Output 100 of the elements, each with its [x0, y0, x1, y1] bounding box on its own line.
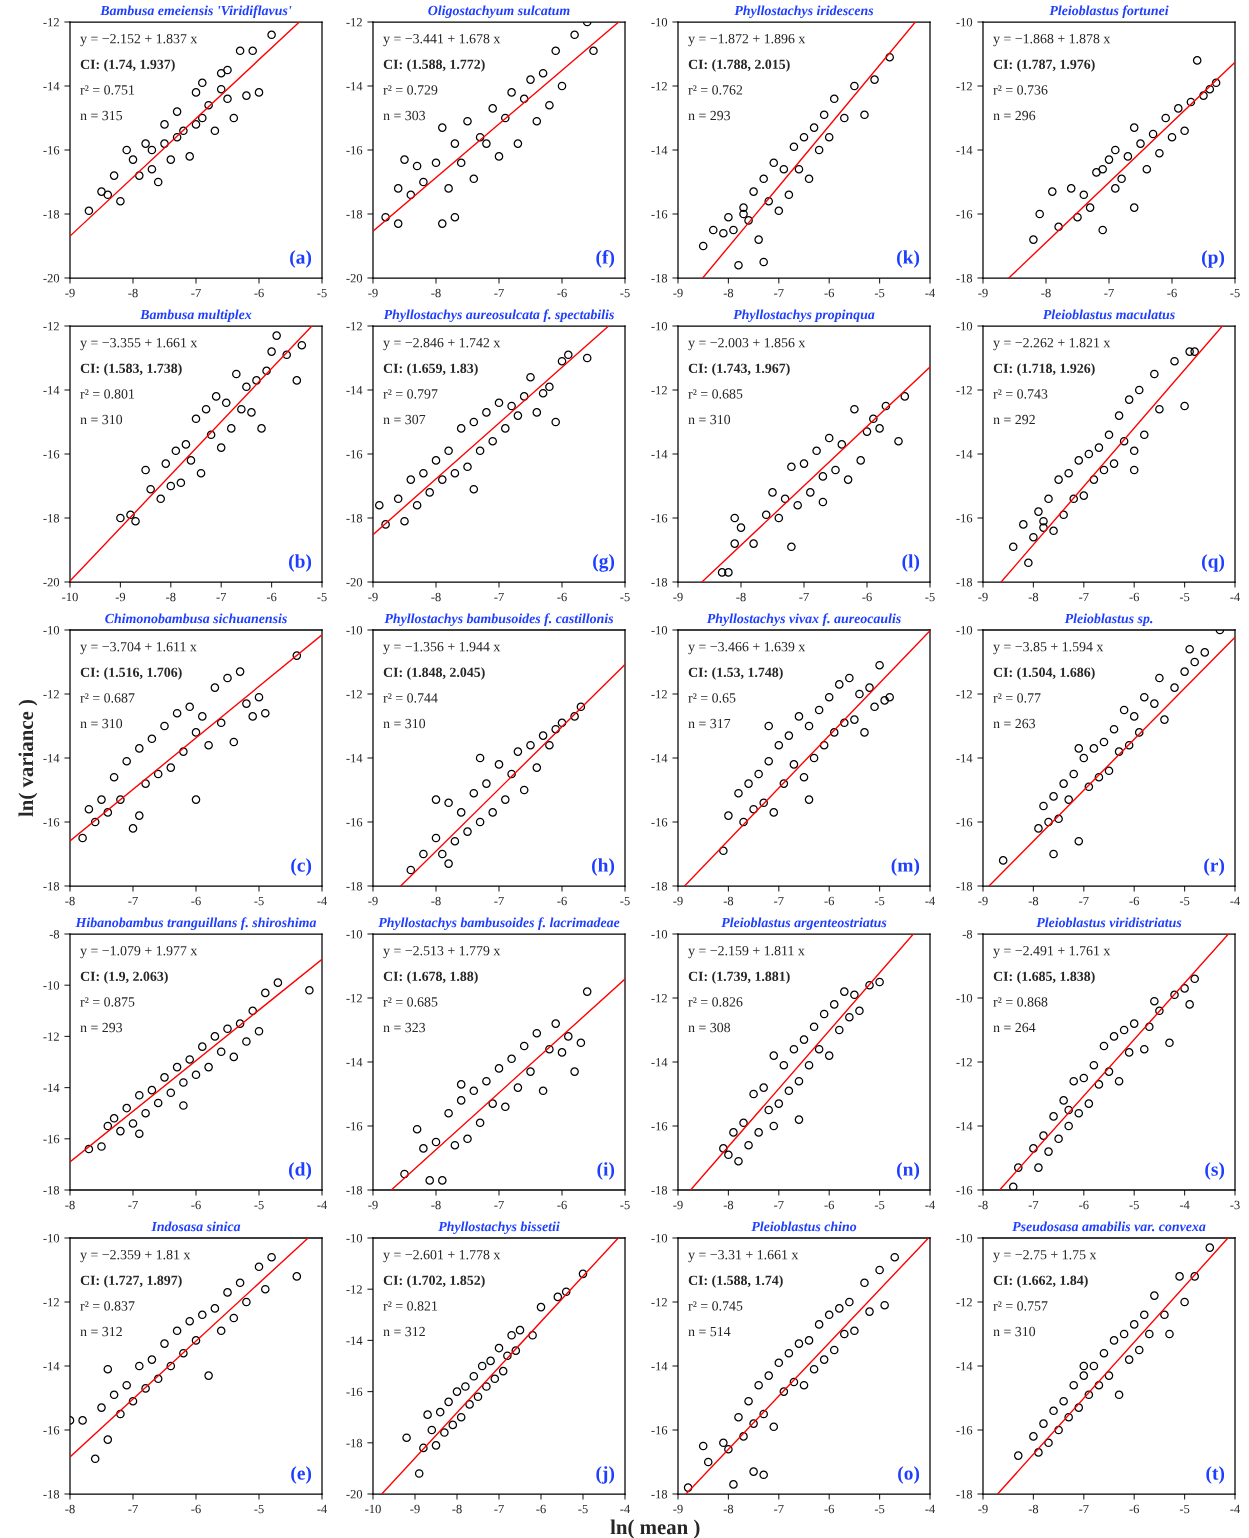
annotation: (e): [291, 1466, 312, 1484]
annotation: (m): [891, 858, 920, 876]
x-tick-label: -5: [874, 896, 885, 906]
annotation: CI: (1.702, 1.852): [383, 1275, 485, 1288]
annotation: CI: (1.739, 1.881): [688, 971, 790, 984]
annotation: (f): [596, 249, 615, 268]
x-tick-label: -4: [1230, 896, 1241, 906]
x-tick-label: -5: [578, 1504, 588, 1514]
y-tick-label: -16: [43, 146, 60, 155]
x-tick-label: -8: [1028, 1504, 1039, 1514]
x-tick-label: -5: [620, 1200, 630, 1210]
x-tick-label: -3: [1230, 1200, 1240, 1210]
x-tick-label: -8: [1041, 288, 1051, 298]
x-tick-label: -5: [254, 896, 264, 906]
x-tick-label: -8: [65, 1504, 75, 1514]
x-tick-label: -5: [1230, 288, 1240, 298]
y-tick-label: -14: [956, 1362, 973, 1371]
annotation: r² = 0.868: [993, 997, 1048, 1007]
y-tick-label: -16: [43, 1426, 60, 1435]
y-tick-label: -20: [346, 578, 363, 587]
y-tick-label: -18: [346, 882, 363, 891]
annotation: r² = 0.762: [688, 85, 743, 95]
y-tick-label: -20: [43, 274, 60, 283]
y-tick-label: -16: [43, 818, 60, 827]
y-tick-label: -12: [43, 18, 59, 27]
annotation: r² = 0.736: [993, 85, 1048, 95]
annotation: (g): [593, 553, 615, 572]
x-tick-label: -8: [431, 288, 441, 298]
annotation: n = 310: [80, 414, 123, 425]
annotation: n = 312: [383, 1326, 425, 1337]
x-tick-label: -8: [1028, 896, 1039, 906]
x-tick-label: -5: [874, 1200, 885, 1210]
annotation: y = −2.003 + 1.856 x: [688, 337, 806, 351]
annotation: r² = 0.77: [993, 693, 1041, 703]
x-tick-label: -6: [557, 1200, 567, 1210]
annotation: n = 307: [383, 414, 426, 425]
y-tick-label: -12: [43, 1298, 59, 1307]
x-tick-label: -6: [824, 896, 835, 906]
y-tick-label: -14: [651, 1362, 668, 1371]
x-tick-label: -7: [1079, 592, 1089, 602]
y-tick-label: -16: [346, 1122, 363, 1131]
chart-title: Bambusa emeiensis 'Viridiflavus': [100, 5, 292, 19]
y-tick-label: -14: [43, 82, 60, 91]
x-tick-label: -7: [774, 896, 784, 906]
x-tick-label: -9: [673, 592, 683, 602]
y-tick-label: -10: [651, 1234, 668, 1243]
y-tick-label: -14: [956, 1122, 973, 1131]
x-tick-label: -7: [1079, 896, 1089, 906]
x-tick-label: -9: [368, 592, 378, 602]
annotation: n = 263: [993, 718, 1036, 729]
x-tick-label: -5: [620, 592, 630, 602]
annotation: y = −2.513 + 1.779 x: [383, 946, 501, 959]
annotation: r² = 0.685: [688, 389, 743, 399]
chart-title: Phyllostachys bissetii: [438, 1221, 560, 1235]
x-tick-label: -5: [317, 592, 327, 602]
y-tick-label: -16: [956, 514, 973, 523]
y-tick-label: -18: [43, 1186, 60, 1195]
y-tick-label: -20: [346, 274, 363, 283]
x-tick-label: -5: [874, 1504, 885, 1514]
annotation: CI: (1.583, 1.738): [80, 363, 182, 376]
x-tick-label: -6: [824, 1504, 835, 1514]
y-tick-label: -16: [43, 450, 60, 459]
x-tick-label: -6: [536, 1504, 546, 1514]
x-tick-label: -7: [128, 1504, 138, 1514]
annotation: n = 315: [80, 110, 123, 121]
x-tick-label: -6: [557, 896, 567, 906]
y-tick-label: -14: [346, 1058, 363, 1067]
y-tick-label: -10: [346, 626, 363, 635]
annotation: r² = 0.875: [80, 997, 135, 1007]
annotation: CI: (1.788, 2.015): [688, 59, 790, 72]
annotation: r² = 0.757: [993, 1301, 1048, 1311]
x-tick-label: -7: [774, 1504, 784, 1514]
annotation: r² = 0.797: [383, 389, 438, 399]
x-tick-label: -9: [368, 288, 378, 298]
annotation: n = 293: [688, 110, 731, 121]
annotation: y = −3.31 + 1.661 x: [688, 1250, 799, 1263]
y-tick-label: -16: [346, 146, 363, 155]
y-tick-label: -10: [651, 930, 668, 939]
x-tick-label: -10: [62, 592, 78, 602]
x-tick-label: -5: [1179, 592, 1190, 602]
x-tick-label: -4: [317, 1504, 328, 1514]
chart-title: Phyllostachys vivax f. aureocaulis: [706, 613, 901, 627]
y-tick-label: -10: [956, 626, 973, 635]
y-tick-label: -18: [43, 882, 60, 891]
chart-title: Oligostachyum sulcatum: [428, 5, 570, 19]
y-tick-label: -12: [956, 690, 972, 699]
x-tick-label: -5: [925, 592, 935, 602]
x-axis-title: ln( mean ): [610, 1519, 700, 1538]
annotation: n = 514: [688, 1326, 731, 1337]
y-tick-label: -16: [956, 1426, 973, 1435]
x-tick-label: -6: [254, 288, 264, 298]
y-tick-label: -12: [346, 18, 362, 27]
annotation: n = 310: [993, 1326, 1036, 1337]
annotation: n = 293: [80, 1022, 123, 1033]
y-tick-label: -12: [43, 322, 59, 331]
x-tick-label: -4: [317, 896, 328, 906]
annotation: (b): [289, 554, 312, 572]
y-tick-label: -16: [346, 450, 363, 459]
annotation: CI: (1.659, 1.83): [383, 363, 478, 376]
y-tick-label: -8: [962, 930, 973, 939]
